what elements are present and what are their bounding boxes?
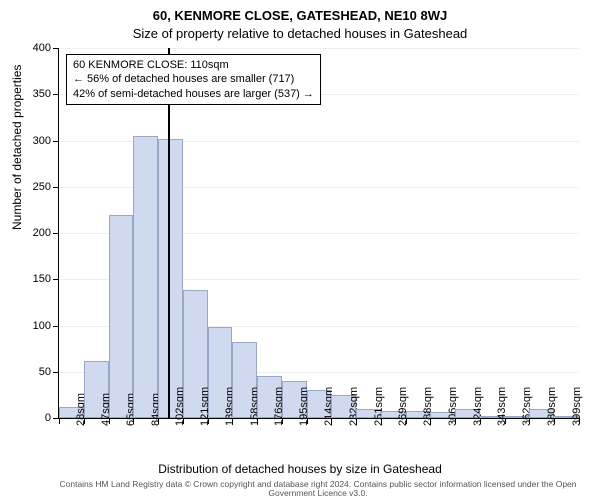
x-tick [232,418,233,424]
x-tick [406,418,407,424]
x-tick [430,418,431,424]
y-tick [53,279,59,280]
y-tick [53,326,59,327]
y-tick [53,233,59,234]
y-tick-label: 100 [19,320,51,332]
x-tick [455,418,456,424]
x-tick [257,418,258,424]
y-tick [53,141,59,142]
chart-title: 60, KENMORE CLOSE, GATESHEAD, NE10 8WJ [0,8,600,23]
x-tick-label: 343sqm [496,387,508,426]
y-tick [53,187,59,188]
x-tick-label: 288sqm [422,387,434,426]
x-tick [307,418,308,424]
histogram-bar [158,139,183,418]
x-tick [381,418,382,424]
annotation-box: 60 KENMORE CLOSE: 110sqm ← 56% of detach… [66,54,321,105]
x-tick [331,418,332,424]
y-tick-label: 300 [19,135,51,147]
y-tick-label: 50 [19,366,51,378]
x-axis-title: Distribution of detached houses by size … [0,462,600,476]
x-tick-label: 269sqm [397,387,409,426]
y-tick-label: 350 [19,88,51,100]
y-tick-label: 250 [19,181,51,193]
grid-line [59,48,579,49]
y-tick-label: 200 [19,227,51,239]
x-tick [554,418,555,424]
y-tick [53,372,59,373]
x-tick [282,418,283,424]
histogram-bar [109,215,134,419]
x-tick [133,418,134,424]
x-tick [480,418,481,424]
x-tick [529,418,530,424]
x-tick [183,418,184,424]
y-tick [53,48,59,49]
x-tick [208,418,209,424]
x-tick-label: 362sqm [521,387,533,426]
x-tick-label: 306sqm [447,387,459,426]
x-tick-label: 380sqm [546,387,558,426]
chart-subtitle: Size of property relative to detached ho… [0,26,600,41]
x-tick [356,418,357,424]
attribution-text: Contains HM Land Registry data © Crown c… [58,480,578,499]
x-tick [505,418,506,424]
x-tick [84,418,85,424]
histogram-bar [133,136,158,418]
x-tick [109,418,110,424]
x-tick [59,418,60,424]
x-tick-label: 251sqm [373,387,385,426]
y-tick-label: 400 [19,42,51,54]
x-tick-label: 399sqm [571,387,583,426]
annotation-line: ← 56% of detached houses are smaller (71… [73,72,314,86]
annotation-line: 60 KENMORE CLOSE: 110sqm [73,58,314,72]
histogram-chart: 60, KENMORE CLOSE, GATESHEAD, NE10 8WJ S… [0,0,600,500]
x-tick [158,418,159,424]
annotation-line: 42% of semi-detached houses are larger (… [73,87,314,101]
x-tick-label: 232sqm [348,387,360,426]
x-tick [579,418,580,424]
y-tick-label: 150 [19,273,51,285]
x-tick-label: 324sqm [472,387,484,426]
y-tick [53,94,59,95]
y-tick-label: 0 [19,412,51,424]
